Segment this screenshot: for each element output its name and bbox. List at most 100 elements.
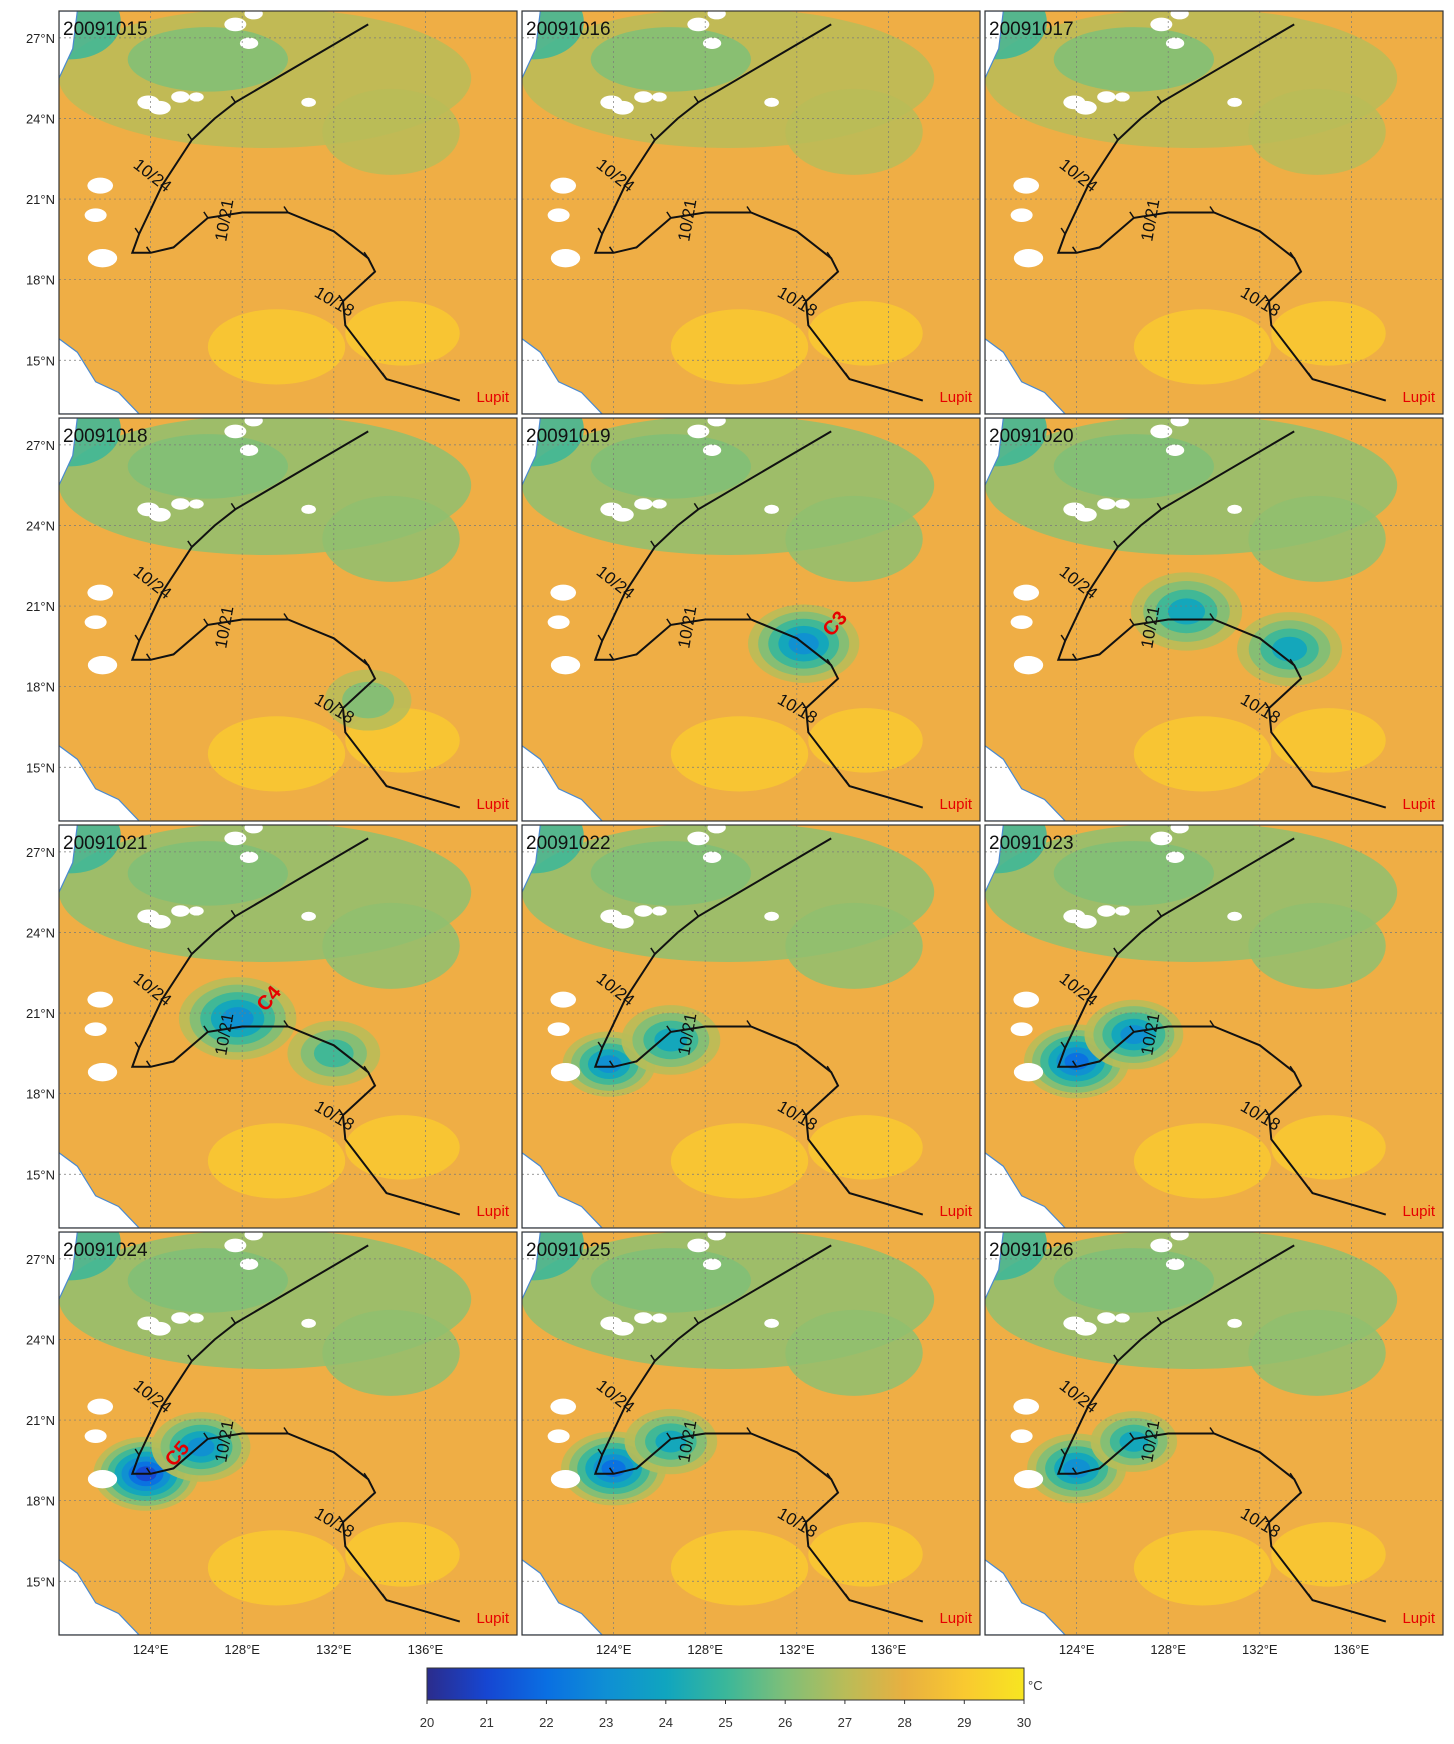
y-tick-label: 18°N <box>26 1494 55 1509</box>
x-tick-label: 128°E <box>1150 1642 1186 1657</box>
cold-wake <box>1120 1025 1148 1045</box>
cold-wake <box>596 1055 622 1074</box>
track-tick <box>608 246 615 254</box>
track-tick <box>203 1025 209 1033</box>
colorbar-tick-label: 21 <box>479 1715 493 1730</box>
track-tick <box>597 634 603 642</box>
track-tick <box>1060 634 1066 642</box>
panel-frame <box>521 417 981 822</box>
track-tick <box>1307 1593 1314 1601</box>
track-tick <box>608 1467 615 1475</box>
track-tick <box>283 1427 289 1434</box>
track-tick <box>693 95 699 103</box>
track-tick <box>203 211 209 219</box>
track-tick <box>844 1186 851 1194</box>
track-tick <box>1289 1065 1295 1073</box>
track-tick <box>693 909 699 917</box>
track-tick <box>134 634 140 642</box>
x-tick-label: 128°E <box>224 1642 260 1657</box>
track-tick <box>801 701 807 709</box>
storm-name: Lupit <box>939 389 972 406</box>
track-tick <box>338 701 344 709</box>
track-tick <box>597 227 603 235</box>
track-tick <box>1156 502 1162 510</box>
track-tick <box>145 1060 152 1068</box>
track-tick <box>746 1427 752 1434</box>
track-tick <box>1113 540 1119 548</box>
x-tick-label: 124°E <box>1059 1642 1095 1657</box>
panel-frame <box>984 824 1444 1229</box>
track-tick <box>826 658 832 666</box>
x-tick-label: 132°E <box>1242 1642 1278 1657</box>
x-tick-label: 124°E <box>133 1642 169 1657</box>
track-tick <box>1071 246 1078 254</box>
track-tick <box>203 618 209 626</box>
panel-frame <box>984 1231 1444 1636</box>
graticule <box>522 11 980 414</box>
colorbar-ramp <box>426 1667 1025 1701</box>
x-tick-label: 136°E <box>871 1642 907 1657</box>
graticule <box>985 418 1443 821</box>
track-tick <box>1307 1186 1314 1194</box>
cold-wake <box>654 1028 688 1052</box>
track-tick <box>134 1448 140 1456</box>
storm-name: Lupit <box>939 1203 972 1220</box>
track-tick <box>187 133 193 141</box>
x-tick-label: 128°E <box>687 1642 723 1657</box>
panel-frame <box>58 10 518 415</box>
track-tick <box>666 1025 672 1033</box>
panel-date: 20091017 <box>989 19 1074 40</box>
cold-wake <box>313 1039 354 1068</box>
y-tick-label: 24°N <box>26 1332 55 1347</box>
track-tick <box>1129 211 1135 219</box>
x-tick-label: 124°E <box>596 1642 632 1657</box>
track-tick <box>1264 1515 1270 1523</box>
track-tick <box>666 211 672 219</box>
track-tick <box>1129 1432 1135 1440</box>
y-tick-label: 15°N <box>26 1167 55 1182</box>
panel-date: 20091016 <box>526 19 611 40</box>
x-tick-label: 136°E <box>1334 1642 1370 1657</box>
track-tick <box>1209 1020 1215 1027</box>
track-tick <box>1113 1354 1119 1362</box>
track-tick <box>230 95 236 103</box>
land <box>59 11 316 414</box>
track-tick <box>1289 1472 1295 1480</box>
track-tick <box>145 653 152 661</box>
track-tick <box>1209 206 1215 213</box>
graticule <box>59 11 517 414</box>
track-tick <box>381 372 388 380</box>
track-tick <box>1071 653 1078 661</box>
track-tick <box>230 909 236 917</box>
track-tick <box>650 540 656 548</box>
y-tick-label: 27°N <box>26 1252 55 1267</box>
panel-date: 20091026 <box>989 1240 1074 1261</box>
track-tick <box>1209 613 1215 620</box>
storm-name: Lupit <box>476 796 509 813</box>
track-tick <box>134 1041 140 1049</box>
colorbar-tick-label: 25 <box>718 1715 732 1730</box>
track-tick <box>1264 1108 1270 1116</box>
track-tick <box>381 1186 388 1194</box>
track-tick <box>746 1020 752 1027</box>
track-tick <box>826 251 832 259</box>
track-tick <box>1129 1025 1135 1033</box>
graticule <box>522 1232 980 1635</box>
y-tick-label: 27°N <box>26 438 55 453</box>
track-tick <box>1071 1467 1078 1475</box>
track-tick <box>1113 947 1119 955</box>
graticule <box>522 825 980 1228</box>
track-tick <box>826 1065 832 1073</box>
y-tick-label: 27°N <box>26 31 55 46</box>
panel-frame <box>984 10 1444 415</box>
track-tick <box>1307 372 1314 380</box>
panel-frame <box>58 824 518 1229</box>
panel-frame <box>58 1231 518 1636</box>
cold-wake <box>1272 636 1308 662</box>
